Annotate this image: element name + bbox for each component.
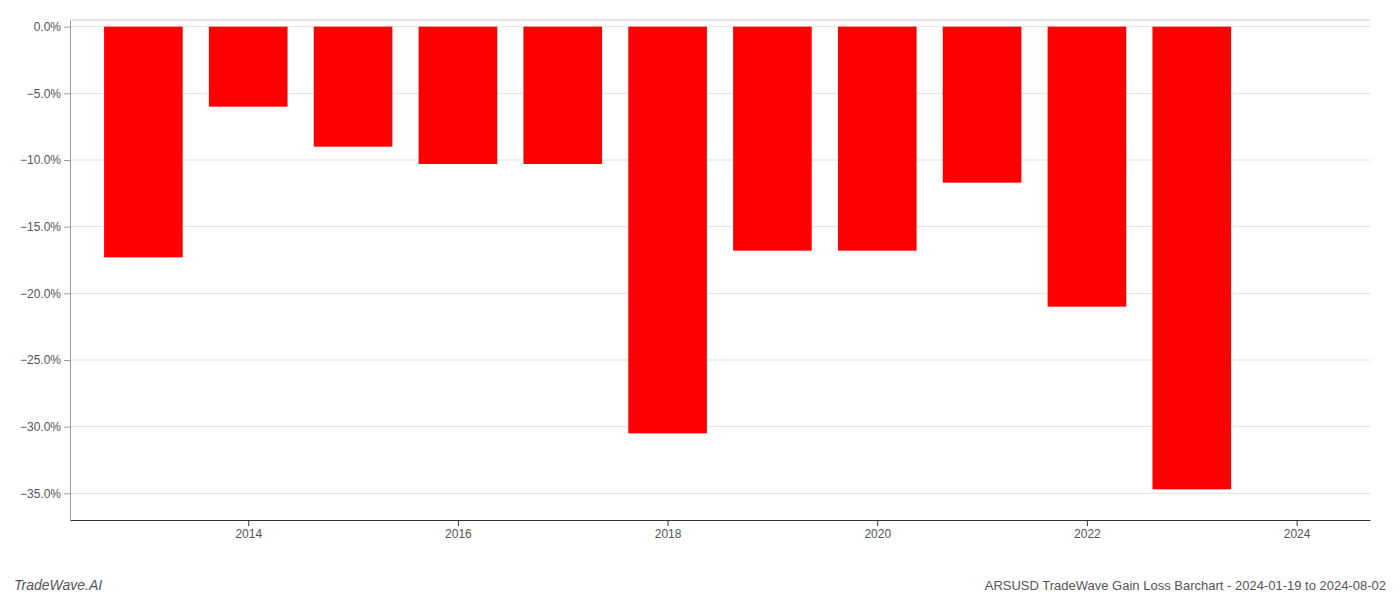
y-tick-mark xyxy=(64,93,70,94)
y-axis-line xyxy=(70,21,71,521)
bar xyxy=(419,27,498,164)
y-tick: −25.0% xyxy=(20,353,70,367)
y-tick: −20.0% xyxy=(20,287,70,301)
y-tick-label: −30.0% xyxy=(20,420,61,434)
x-tick: 2018 xyxy=(655,520,682,541)
x-tick-label: 2016 xyxy=(445,527,472,541)
y-tick: −5.0% xyxy=(27,87,70,101)
y-axis: 0.0% −5.0% −10.0% −15.0% −20.0% −25.0% −30.0% −… xyxy=(20,20,71,520)
y-tick-label: −25.0% xyxy=(20,353,61,367)
y-tick-mark xyxy=(64,427,70,428)
x-tick-label: 2022 xyxy=(1074,527,1101,541)
y-tick-mark xyxy=(64,293,70,294)
watermark: TradeWave.AI xyxy=(14,577,102,593)
x-tick: 2020 xyxy=(864,520,891,541)
grid xyxy=(70,27,1370,494)
y-tick-label: −35.0% xyxy=(20,487,61,501)
x-axis: 2014 2016 2018 2020 2022 2024 xyxy=(71,520,1371,541)
x-tick-mark xyxy=(248,520,249,526)
y-tick-mark xyxy=(64,493,70,494)
y-tick-label: 0.0% xyxy=(34,20,62,34)
y-tick: −10.0% xyxy=(20,153,70,167)
bar xyxy=(523,27,602,164)
y-tick-label: −20.0% xyxy=(20,287,61,301)
bar xyxy=(838,27,917,251)
y-tick-mark xyxy=(64,227,70,228)
y-tick-label: −15.0% xyxy=(20,220,61,234)
bar xyxy=(628,27,707,434)
frame-top xyxy=(70,20,1370,21)
grid-line xyxy=(70,493,1370,494)
x-tick-mark xyxy=(458,520,459,526)
y-tick-label: −5.0% xyxy=(27,87,62,101)
y-tick-label: −10.0% xyxy=(20,153,61,167)
bar xyxy=(104,27,183,258)
x-tick: 2022 xyxy=(1074,520,1101,541)
x-axis-line xyxy=(71,520,1371,521)
y-tick: 0.0% xyxy=(34,20,70,34)
y-tick-mark xyxy=(64,160,70,161)
y-tick: −30.0% xyxy=(20,420,70,434)
x-tick: 2016 xyxy=(445,520,472,541)
x-tick-label: 2018 xyxy=(655,527,682,541)
y-tick: −35.0% xyxy=(20,487,70,501)
x-tick-mark xyxy=(1297,520,1298,526)
bars xyxy=(104,27,1231,490)
x-tick-label: 2020 xyxy=(864,527,891,541)
x-tick-mark xyxy=(877,520,878,526)
x-tick-mark xyxy=(668,520,669,526)
y-tick-mark xyxy=(64,360,70,361)
bar xyxy=(209,27,288,107)
x-tick-label: 2024 xyxy=(1284,527,1311,541)
bar xyxy=(314,27,393,147)
chart: 0.0% −5.0% −10.0% −15.0% −20.0% −25.0% −30.0% −… xyxy=(0,0,1400,600)
bar xyxy=(1048,27,1127,307)
bar xyxy=(733,27,812,251)
x-tick: 2014 xyxy=(235,520,262,541)
y-tick: −15.0% xyxy=(20,220,70,234)
title: ARSUSD TradeWave Gain Loss Barchart - 20… xyxy=(985,578,1386,593)
y-tick-mark xyxy=(64,27,70,28)
x-tick-label: 2014 xyxy=(235,527,262,541)
x-tick: 2024 xyxy=(1284,520,1311,541)
x-tick-mark xyxy=(1087,520,1088,526)
bar xyxy=(943,27,1022,183)
bar xyxy=(1152,27,1231,490)
